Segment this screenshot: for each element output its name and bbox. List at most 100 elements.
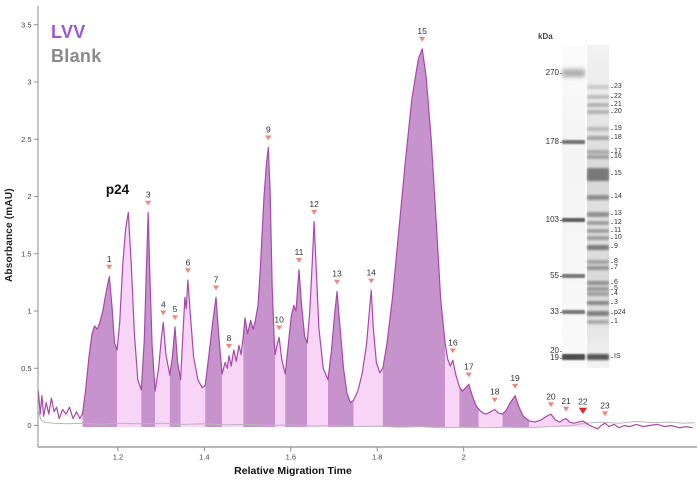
- gel-sample-band-1: [587, 320, 609, 324]
- gel-sample-band-9: [587, 244, 609, 250]
- x-tick-label-2: 2: [462, 453, 466, 462]
- y-tick-label-1.5: 1.5: [21, 249, 31, 258]
- y-tick-label-2.5: 2.5: [21, 135, 31, 144]
- gel-sample-tick-20: [610, 112, 613, 113]
- peak-marker-20: [547, 402, 554, 408]
- gel-ladder-band-5: [562, 354, 585, 360]
- peak-marker-8: [225, 343, 233, 349]
- peak-label-16: 16: [448, 337, 458, 347]
- gel-sample-label-22: 22: [614, 93, 622, 100]
- gel-ladder-lane: [562, 45, 585, 368]
- gel-kda-header: kDa: [538, 32, 553, 41]
- gel-sample-label-3: 3: [614, 299, 618, 306]
- gel-ladder-band-3: [562, 273, 585, 279]
- gel-sample-label-20: 20: [614, 108, 622, 115]
- peak-region-fill-10: [275, 337, 286, 427]
- gel-sample-tick-22: [610, 97, 613, 98]
- gel-sample-label-11: 11: [614, 227, 622, 234]
- y-tick-label-0.5: 0.5: [21, 364, 31, 373]
- gel-ladder-label-178: 178: [545, 137, 559, 146]
- gel-sample-band-8: [587, 260, 609, 264]
- gel-ladder-band-0: [562, 69, 585, 77]
- gel-sample-band-11: [587, 229, 609, 233]
- x-tick-label-1.6: 1.6: [286, 453, 296, 462]
- gel-sample-tick-4: [610, 294, 613, 295]
- gel-sample-band-4: [587, 292, 609, 296]
- y-tick-label-0: 0: [27, 421, 31, 430]
- gel-ladder-tick-19: [559, 358, 562, 359]
- peak-region-fill-13: [328, 291, 354, 427]
- peak-label-18: 18: [490, 387, 500, 397]
- legend-item-blank: Blank: [51, 46, 102, 66]
- peak-marker-14: [368, 278, 375, 284]
- gel-sample-label-1: 1: [614, 318, 618, 325]
- peak-label-23: 23: [600, 400, 610, 410]
- peak-region-fill-19: [502, 395, 530, 427]
- peak-label-9: 9: [266, 125, 271, 135]
- gel-sample-band-7: [587, 266, 609, 270]
- gel-ladder-label-33: 33: [550, 307, 559, 316]
- peak-marker-9: [265, 135, 272, 141]
- y-tick-label-3: 3: [27, 78, 31, 87]
- gel-sample-label-5: 5: [614, 285, 618, 292]
- peak-marker-18: [491, 397, 498, 403]
- legend: LVV Blank: [51, 20, 102, 68]
- peak-label-14: 14: [366, 268, 376, 278]
- gel-ladder-label-55: 55: [550, 271, 559, 280]
- gel-sample-lane: [587, 45, 609, 368]
- gel-sample-band-14: [587, 194, 609, 200]
- gel-sample-label-13: 13: [614, 210, 622, 217]
- peak-region-fill-14: [353, 290, 383, 427]
- peak-region-fill-5: [169, 327, 181, 427]
- gel-sample-tick-10: [610, 238, 613, 239]
- gel-sample-tick-6: [610, 283, 613, 284]
- peak-marker-17: [465, 372, 472, 378]
- peak-label-3: 3: [146, 190, 151, 200]
- gel-sample-tick-16: [610, 157, 613, 158]
- gel-sample-band-21: [587, 103, 609, 107]
- peak-region-fill-20: [529, 414, 598, 429]
- peak-marker-13: [333, 279, 341, 285]
- gel-sample-band-10: [587, 236, 609, 240]
- peak-region-fill-17: [459, 384, 479, 427]
- gel-sample-label-16: 16: [614, 153, 622, 160]
- peak-label-19: 19: [510, 373, 520, 383]
- gel-sample-tick-7: [610, 268, 613, 269]
- gel-ladder-tick-103: [559, 220, 562, 221]
- peak-label-4: 4: [161, 300, 166, 310]
- y-tick-label-3.5: 3.5: [21, 20, 31, 29]
- gel-sample-band-13: [587, 211, 609, 217]
- gel-ladder-band-2: [562, 217, 585, 223]
- peak-region-fill-8: [222, 336, 244, 427]
- gel-sample-tick-IS: [610, 357, 613, 358]
- gel-sample-tick-12: [610, 223, 613, 224]
- peak-marker-21: [563, 406, 570, 412]
- peak-label-10: 10: [274, 315, 284, 325]
- peak-marker-22: [578, 407, 588, 414]
- peak-label-21: 21: [561, 396, 571, 406]
- gel-ladder-band-4: [562, 310, 585, 314]
- gel-ladder-label-103: 103: [545, 215, 559, 224]
- lvv-trace: [37, 48, 693, 430]
- peak-label-11: 11: [295, 247, 304, 257]
- gel-sample-label-19: 19: [614, 125, 622, 132]
- gel-sample-tick-23: [610, 87, 613, 88]
- gel-sample-tick-15: [610, 174, 613, 175]
- peak-marker-12: [311, 209, 318, 215]
- gel-sample-label-4: 4: [614, 290, 618, 297]
- gel-sample-label-9: 9: [614, 243, 618, 250]
- peak-marker-4: [160, 310, 167, 316]
- gel-ladder-label-270: 270: [545, 68, 559, 77]
- peak-marker-5: [171, 315, 179, 320]
- gel-sample-label-17: 17: [614, 148, 622, 155]
- gel-sample-label-6: 6: [614, 279, 618, 286]
- gel-ladder-tick-270: [559, 73, 562, 74]
- gel-sample-band-20: [587, 110, 609, 114]
- gel-ladder-tick-178: [559, 142, 562, 143]
- peak-label-8: 8: [227, 333, 232, 343]
- peak-label-12: 12: [309, 199, 319, 209]
- gel-ladder-band-1: [562, 139, 585, 145]
- gel-sample-tick-5: [610, 289, 613, 290]
